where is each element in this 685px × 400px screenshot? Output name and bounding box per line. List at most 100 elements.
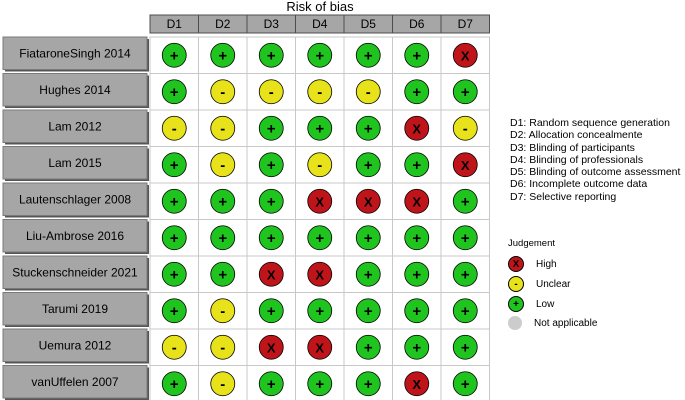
judgement-legend-item: X High xyxy=(508,256,557,272)
judgement-symbol: + xyxy=(170,157,179,174)
judgement-symbol: - xyxy=(463,120,468,137)
judgement-symbol: + xyxy=(315,120,324,137)
judgement-dot-low xyxy=(355,225,381,251)
judgement-symbol: - xyxy=(220,84,225,101)
judgement-symbol: + xyxy=(267,120,276,137)
judgement-symbol: + xyxy=(218,230,227,247)
judgement-legend-label: Not applicable xyxy=(534,317,598,329)
row-label-box xyxy=(2,219,148,253)
judgement-symbol: - xyxy=(172,120,177,137)
judgement-symbol: + xyxy=(364,47,373,64)
judgement-dot-high xyxy=(258,334,284,360)
judgement-dot-low xyxy=(452,225,478,251)
judgement-symbol: + xyxy=(461,266,470,283)
judgement-dot-low xyxy=(307,225,333,251)
judgement-dot-unclear xyxy=(161,334,187,360)
judgement-symbol: + xyxy=(170,303,179,320)
column-header-label: D4 xyxy=(312,17,328,31)
judgement-symbol: + xyxy=(412,339,421,356)
judgement-dot-unclear xyxy=(210,371,236,397)
row-label-box xyxy=(2,109,148,143)
judgement-legend-label: Low xyxy=(536,298,555,310)
judgement-symbol: - xyxy=(317,157,322,174)
judgement-symbol: + xyxy=(364,339,373,356)
judgement-legend-label: High xyxy=(536,258,557,270)
judgement-dot-unclear xyxy=(210,152,236,178)
judgement-symbol: X xyxy=(412,194,421,209)
judgement-dot-low xyxy=(355,298,381,324)
row-label: Tarumi 2019 xyxy=(42,302,108,316)
judgement-symbol: + xyxy=(315,303,324,320)
row-label: Stuckenschneider 2021 xyxy=(12,265,138,279)
row-label: Uemura 2012 xyxy=(39,338,112,352)
judgement-symbol: - xyxy=(220,303,225,320)
judgement-symbol: - xyxy=(172,339,177,356)
row-label: Liu-Ambrose 2016 xyxy=(26,229,124,243)
judgement-dot-unclear xyxy=(210,334,236,360)
judgement-dot-unclear xyxy=(210,298,236,324)
column-header-label: D6 xyxy=(409,17,425,31)
row-label-box xyxy=(2,255,148,289)
judgement-symbol: + xyxy=(170,376,179,393)
judgement-dot-low xyxy=(307,115,333,141)
judgement-dot-unclear xyxy=(452,115,478,141)
judgement-dot-unclear xyxy=(355,79,381,105)
judgement-dot-low xyxy=(404,298,430,324)
row-label: Lautenschlager 2008 xyxy=(19,192,131,206)
domain-legend-item: D6: Incomplete outcome data xyxy=(510,178,648,191)
judgement-symbol: + xyxy=(315,230,324,247)
judgement-dot-low xyxy=(452,79,478,105)
judgement-dot-low xyxy=(161,42,187,68)
judgement-symbol: + xyxy=(461,339,470,356)
judgement-symbol: + xyxy=(412,47,421,64)
row-label-box xyxy=(2,292,148,326)
judgement-symbol: + xyxy=(412,84,421,101)
column-header-label: D3 xyxy=(264,17,280,31)
judgement-symbol: + xyxy=(364,303,373,320)
judgement-dot-high xyxy=(404,188,430,214)
judgement-legend-dot: + xyxy=(508,296,524,312)
judgement-dot-low xyxy=(404,152,430,178)
judgement-dot-low xyxy=(355,334,381,360)
row-label: FiataroneSingh 2014 xyxy=(19,46,131,60)
judgement-symbol: + xyxy=(412,157,421,174)
judgement-dot-unclear xyxy=(307,79,333,105)
row-label: vanUffelen 2007 xyxy=(31,375,119,389)
judgement-symbol: + xyxy=(461,303,470,320)
judgement-symbol: + xyxy=(170,47,179,64)
row-label: Lam 2012 xyxy=(48,119,102,133)
judgement-dot-unclear xyxy=(307,152,333,178)
judgement-symbol: + xyxy=(364,230,373,247)
judgement-dot-unclear xyxy=(258,79,284,105)
judgement-symbol: + xyxy=(218,47,227,64)
judgement-symbol: + xyxy=(267,193,276,210)
judgement-symbol: + xyxy=(170,84,179,101)
judgement-symbol: - xyxy=(269,84,274,101)
judgement-symbol: + xyxy=(364,376,373,393)
row-label-box xyxy=(2,73,148,107)
judgement-dot-low xyxy=(452,188,478,214)
judgement-legend-label: Unclear xyxy=(536,278,571,290)
judgement-symbol: + xyxy=(461,376,470,393)
judgement-dot-low xyxy=(210,225,236,251)
judgement-symbol: + xyxy=(315,376,324,393)
judgement-dot-low xyxy=(161,79,187,105)
judgement-symbol: - xyxy=(317,84,322,101)
judgement-legend-title: Judgement xyxy=(508,238,556,249)
row-label-box xyxy=(2,146,148,180)
judgement-dot-low xyxy=(404,261,430,287)
column-header-label: D5 xyxy=(361,17,377,31)
judgement-legend-dot xyxy=(508,316,522,330)
judgement-dot-high xyxy=(404,115,430,141)
judgement-symbol: + xyxy=(218,193,227,210)
judgement-dot-high xyxy=(307,261,333,287)
judgement-dot-high xyxy=(404,371,430,397)
judgement-dot-low xyxy=(452,261,478,287)
domain-legend-item: D3: Blinding of participants xyxy=(510,141,635,154)
judgement-dot-low xyxy=(307,371,333,397)
judgement-dot-low xyxy=(355,261,381,287)
judgement-dot-low xyxy=(355,115,381,141)
judgement-dot-unclear xyxy=(210,79,236,105)
judgement-dot-high xyxy=(307,188,333,214)
judgement-dot-low xyxy=(161,298,187,324)
